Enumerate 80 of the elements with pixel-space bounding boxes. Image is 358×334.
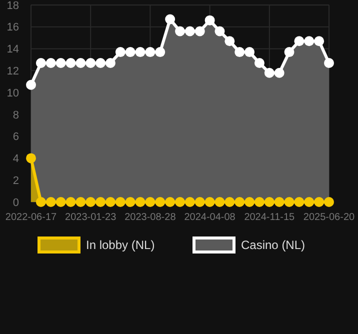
- legend-label: Casino (NL): [241, 238, 306, 252]
- y-tick-label: 8: [12, 109, 19, 122]
- y-tick-label: 16: [6, 22, 19, 34]
- point: [224, 197, 235, 207]
- point: [26, 153, 36, 164]
- point: [96, 197, 106, 207]
- x-tick-label: 2022-06-17: [5, 212, 58, 223]
- point: [324, 58, 334, 68]
- point: [76, 197, 86, 207]
- point: [66, 197, 76, 207]
- point: [66, 58, 76, 68]
- x-tick-label: 2024-11-15: [244, 212, 296, 223]
- point: [26, 80, 36, 90]
- point: [36, 197, 46, 207]
- point: [244, 197, 255, 207]
- point: [204, 197, 215, 207]
- point: [194, 197, 205, 207]
- point: [224, 36, 235, 46]
- y-tick-label: 6: [12, 131, 19, 144]
- point: [96, 58, 106, 68]
- point: [294, 36, 304, 46]
- point: [135, 47, 146, 58]
- point: [234, 197, 245, 207]
- point: [304, 36, 314, 46]
- point: [294, 197, 304, 207]
- point: [145, 197, 156, 207]
- y-tick-label: 2: [12, 174, 19, 187]
- point: [254, 197, 264, 207]
- point: [165, 14, 176, 24]
- point: [56, 197, 66, 207]
- y-tick-label: 0: [12, 196, 19, 209]
- point: [274, 68, 284, 78]
- point: [135, 197, 146, 207]
- point: [115, 47, 126, 58]
- point: [175, 26, 185, 36]
- point: [76, 58, 86, 68]
- point: [184, 197, 195, 207]
- y-tick-label: 4: [12, 153, 19, 166]
- x-tick-label: 2023-08-28: [124, 212, 176, 223]
- point: [105, 197, 116, 207]
- point: [184, 26, 195, 36]
- point: [284, 197, 294, 207]
- y-tick-label: 18: [6, 0, 19, 12]
- point: [105, 58, 116, 68]
- point: [36, 58, 46, 68]
- point: [194, 26, 205, 36]
- point: [314, 36, 324, 46]
- x-tick-label: 2023-01-23: [65, 212, 117, 223]
- point: [115, 197, 126, 207]
- y-tick-label: 14: [6, 44, 19, 56]
- point: [155, 47, 166, 58]
- point: [214, 26, 225, 36]
- point: [165, 197, 176, 207]
- point: [324, 197, 334, 207]
- point: [304, 197, 314, 207]
- point: [155, 197, 166, 207]
- point: [125, 197, 136, 207]
- point: [284, 47, 294, 58]
- y-tick-label: 12: [6, 66, 19, 78]
- point: [254, 58, 264, 68]
- point: [214, 197, 225, 207]
- point: [264, 68, 274, 78]
- point: [244, 47, 255, 58]
- point: [204, 15, 215, 26]
- legend-label: In lobby (NL): [86, 238, 155, 252]
- point: [46, 197, 56, 207]
- point: [125, 47, 136, 58]
- point: [314, 197, 324, 207]
- point: [234, 47, 245, 58]
- point: [264, 197, 274, 207]
- point: [175, 197, 185, 207]
- point: [56, 58, 66, 68]
- point: [145, 47, 156, 58]
- x-tick-label: 2024-04-08: [184, 212, 236, 223]
- y-tick-label: 10: [6, 87, 19, 100]
- x-tick-label: 2025-06-20: [303, 212, 356, 223]
- point: [46, 58, 56, 68]
- point: [86, 58, 96, 68]
- point: [86, 197, 96, 207]
- point: [274, 197, 284, 207]
